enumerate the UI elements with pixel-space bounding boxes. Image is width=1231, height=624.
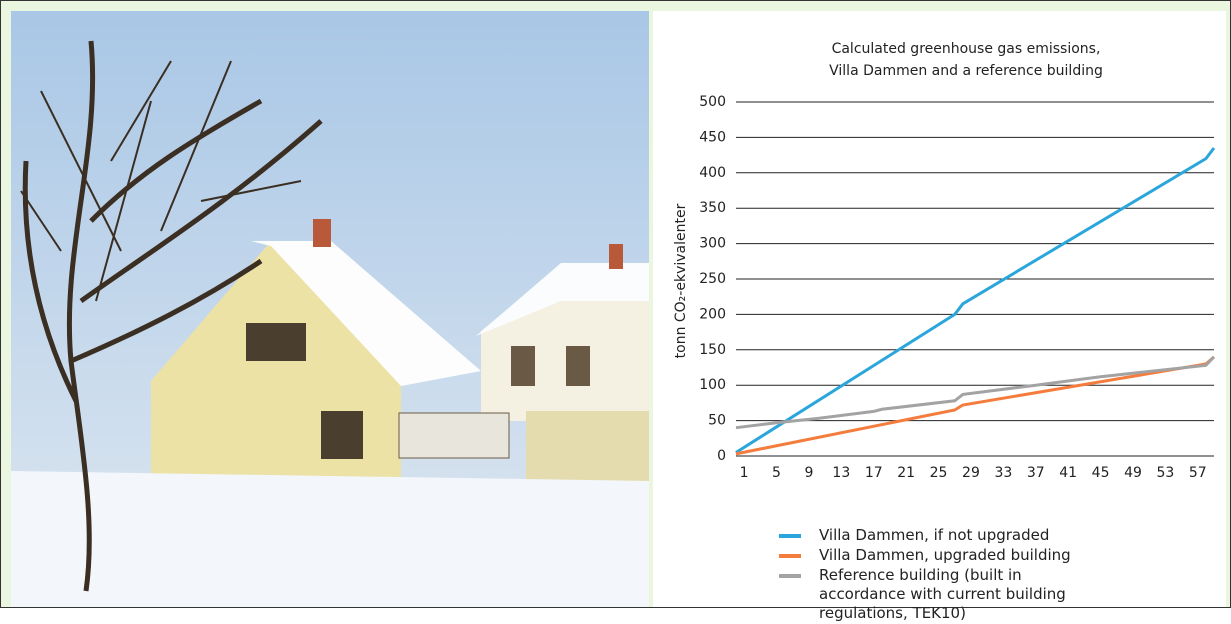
legend-item: Reference building (built in accordance … [779,566,1079,623]
legend-label: Reference building (built in accordance … [819,566,1066,622]
x-tick-label: 17 [865,465,883,481]
x-tick-label: 25 [930,465,948,481]
legend-label: Villa Dammen, if not upgraded [819,526,1049,544]
y-tick-label: 0 [717,448,726,464]
page: Calculated greenhouse gas emissions, Vil… [0,0,1231,608]
x-tick-label: 49 [1124,465,1142,481]
x-tick-label: 57 [1189,465,1207,481]
legend-item: Villa Dammen, upgraded building [779,546,1079,565]
y-tick-label: 50 [708,413,726,429]
x-tick-label: 5 [772,465,781,481]
x-tick-label: 29 [962,465,980,481]
photo [11,11,649,607]
y-tick-label: 350 [699,200,726,216]
legend: Villa Dammen, if not upgraded Villa Damme… [779,526,1079,624]
legend-swatch [779,574,801,578]
legend-label: Villa Dammen, upgraded building [819,546,1071,564]
y-tick-label: 150 [699,342,726,358]
y-tick-label: 500 [699,94,726,110]
y-tick-label: 300 [699,236,726,252]
x-tick-label: 33 [994,465,1012,481]
legend-swatch [779,534,801,538]
x-tick-label: 41 [1059,465,1077,481]
legend-item: Villa Dammen, if not upgraded [779,526,1079,545]
y-tick-label: 450 [699,129,726,145]
y-tick-label: 250 [699,271,726,287]
y-tick-label: 400 [699,165,726,181]
legend-swatch [779,554,801,558]
chart: Calculated greenhouse gas emissions, Vil… [1,1,1230,607]
chart-title: Calculated greenhouse gas emissions, [832,41,1101,57]
x-tick-label: 45 [1092,465,1110,481]
y-tick-label: 100 [699,377,726,393]
chart-panel [653,11,1226,607]
x-tick-label: 37 [1027,465,1045,481]
x-tick-label: 9 [804,465,813,481]
x-tick-label: 1 [740,465,749,481]
chart-title: Villa Dammen and a reference building [829,63,1103,79]
y-axis-label: tonn CO₂-ekvivalenter [673,203,689,358]
x-tick-label: 53 [1156,465,1174,481]
x-tick-label: 13 [832,465,850,481]
y-tick-label: 200 [699,306,726,322]
x-tick-label: 21 [897,465,915,481]
